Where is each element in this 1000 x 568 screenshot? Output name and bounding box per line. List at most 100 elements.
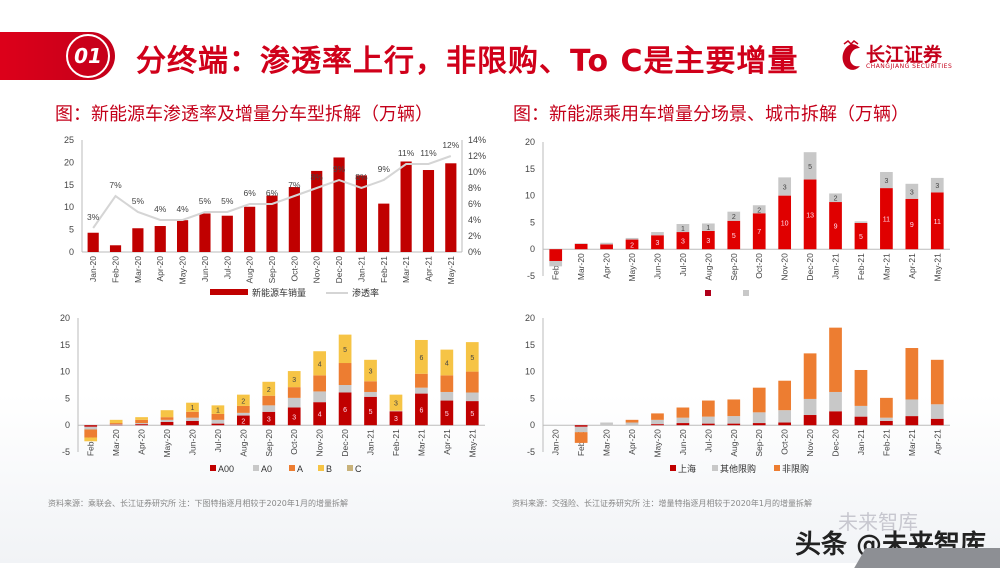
bar: [854, 369, 868, 406]
data-label: 4: [318, 412, 322, 419]
bar: [199, 213, 211, 252]
bar: [727, 399, 741, 417]
legend-label: A0: [261, 464, 272, 474]
legend-label: 渗透率: [352, 287, 379, 298]
bar: [422, 170, 435, 252]
rate-label: 11%: [398, 148, 415, 158]
x-tick-label: Feb-21: [391, 429, 401, 456]
y-tick-label: 20: [60, 313, 70, 323]
x-tick-label: Feb-21: [379, 256, 389, 283]
y2-tick-label: 6%: [468, 199, 481, 209]
x-tick-label: Mar-20: [111, 429, 121, 456]
bar: [727, 423, 741, 426]
x-tick-label: Mar-20: [133, 256, 143, 283]
bar: [389, 394, 403, 411]
bar: [440, 375, 454, 392]
section-badge: 01: [66, 34, 110, 78]
x-tick-label: Nov-20: [780, 253, 790, 281]
bar: [600, 244, 613, 250]
data-label: 11: [883, 217, 890, 224]
data-label: 1: [681, 226, 685, 233]
y-tick-label: 5: [65, 393, 70, 403]
x-tick-label: May-20: [652, 429, 662, 458]
x-tick-label: Apr-21: [442, 429, 452, 455]
legend-label: C: [355, 464, 362, 474]
x-tick-label: Oct-20: [754, 253, 764, 279]
data-label: 3: [292, 377, 296, 384]
bar: [854, 221, 868, 223]
data-label: 5: [343, 347, 347, 354]
bar: [313, 391, 327, 403]
bar: [829, 391, 842, 412]
x-tick-label: Jul-20: [678, 253, 688, 276]
bar: [905, 416, 919, 426]
bar: [778, 410, 792, 423]
bar: [211, 423, 225, 426]
bar: [109, 419, 123, 424]
data-label: 6: [419, 355, 423, 362]
rate-label: 5%: [221, 196, 234, 206]
bar: [651, 419, 664, 425]
data-label: 3: [935, 183, 939, 190]
x-tick-label: Nov-20: [312, 256, 322, 284]
bar: [236, 415, 250, 426]
bar: [651, 413, 664, 420]
bar: [676, 224, 690, 233]
rate-label: 4%: [176, 204, 189, 214]
x-tick-label: Aug-20: [703, 253, 713, 281]
data-label: 3: [394, 401, 398, 408]
chart-penetration-rate: 0 5 10 15 20 25 0% 2% 4% 6% 8% 10% 12% 14% Jan-20 Feb-2…: [64, 135, 486, 298]
bar: [135, 417, 148, 420]
penetration-line: [92, 155, 452, 229]
bar: [378, 203, 390, 252]
y2-tick-label: 2%: [468, 231, 481, 241]
legend-swatch: [670, 465, 676, 471]
x-tick-label: Apr-20: [627, 429, 637, 455]
bar: [829, 193, 842, 203]
y-tick-label: 5: [530, 217, 535, 227]
bar: [177, 220, 189, 252]
bar: [701, 416, 715, 424]
rate-label: 11%: [420, 148, 437, 158]
bar: [109, 424, 123, 426]
bar: [651, 235, 664, 250]
bar: [625, 419, 639, 423]
x-tick-label: Dec-20: [805, 253, 815, 281]
bar: [109, 424, 123, 425]
bar: [930, 418, 944, 426]
y2-tick-label: 12%: [468, 151, 486, 161]
bar: [574, 243, 588, 244]
x-tick-label: Mar-20: [602, 429, 612, 456]
bar: [465, 401, 479, 426]
y-tick-label: 0: [530, 420, 535, 430]
x-tick-label: May-20: [178, 256, 188, 285]
bar: [132, 228, 144, 252]
legend-swatch: [210, 465, 216, 471]
legend-label: A00: [218, 464, 234, 474]
x-tick-label: Apr-21: [423, 256, 433, 282]
y-tick-label: 10: [525, 367, 535, 377]
x-tick-label: Dec-20: [340, 429, 350, 457]
bar: [333, 157, 345, 252]
rate-label: 9%: [378, 164, 391, 174]
page-title: 分终端：渗透率上行，非限购、To C是主要增量: [136, 44, 799, 79]
bar: [778, 177, 792, 196]
data-label: 3: [681, 239, 685, 246]
bar: [109, 423, 123, 425]
bar: [803, 179, 817, 250]
y-tick-label: 5: [530, 393, 535, 403]
x-tick-label: Oct-20: [780, 429, 790, 455]
legend-swatch: [774, 465, 780, 471]
bar: [727, 416, 741, 424]
x-tick-label: Feb-20: [111, 256, 121, 283]
y-tick-label: 15: [525, 164, 535, 174]
x-tick-label: Jan-21: [831, 253, 841, 279]
data-label: 9: [910, 222, 914, 229]
data-label: 6: [419, 407, 423, 414]
data-label: 2: [732, 214, 736, 221]
bar: [465, 371, 479, 393]
rate-label: 6%: [266, 188, 279, 198]
bar: [701, 423, 715, 426]
data-label: 5: [470, 355, 474, 362]
